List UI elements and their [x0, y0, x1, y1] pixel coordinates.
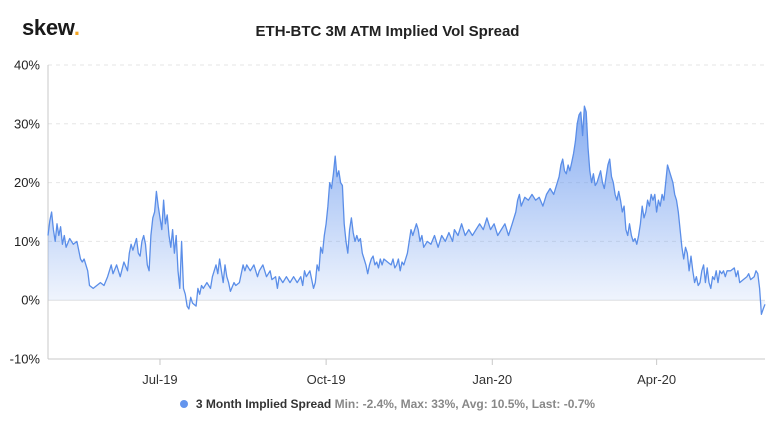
legend[interactable]: 3 Month Implied Spread Min: -2.4%, Max: … — [0, 397, 775, 411]
y-tick-label: 30% — [14, 116, 40, 131]
axes — [47, 65, 765, 360]
logo-dot: . — [73, 15, 80, 40]
y-axis-ticks: -10% 0% 10% 20% 30% 40% — [10, 58, 41, 367]
y-tick-label: 40% — [14, 58, 40, 73]
x-tick-label: Jan-20 — [472, 372, 512, 387]
y-tick-label: 10% — [14, 234, 40, 249]
x-tick-label: Apr-20 — [637, 372, 676, 387]
logo-text: skew — [22, 15, 74, 40]
y-tick-label: 0% — [21, 293, 40, 308]
x-tick-label: Oct-19 — [307, 372, 346, 387]
skew-logo: skew. — [22, 15, 80, 41]
series-area-fill — [48, 106, 765, 315]
chart-title: ETH-BTC 3M ATM Implied Vol Spread — [255, 23, 520, 40]
legend-stats: Min: -2.4%, Max: 33%, Avg: 10.5%, Last: … — [334, 397, 596, 411]
x-tick-label: Jul-19 — [142, 372, 177, 387]
series-line — [47, 105, 766, 315]
y-tick-label: -10% — [10, 352, 41, 367]
x-axis-ticks: Jul-19 Oct-19 Jan-20 Apr-20 — [142, 359, 676, 387]
y-tick-label: 20% — [14, 175, 40, 190]
legend-series-name[interactable]: 3 Month Implied Spread — [195, 397, 332, 411]
legend-marker-icon — [179, 400, 188, 408]
